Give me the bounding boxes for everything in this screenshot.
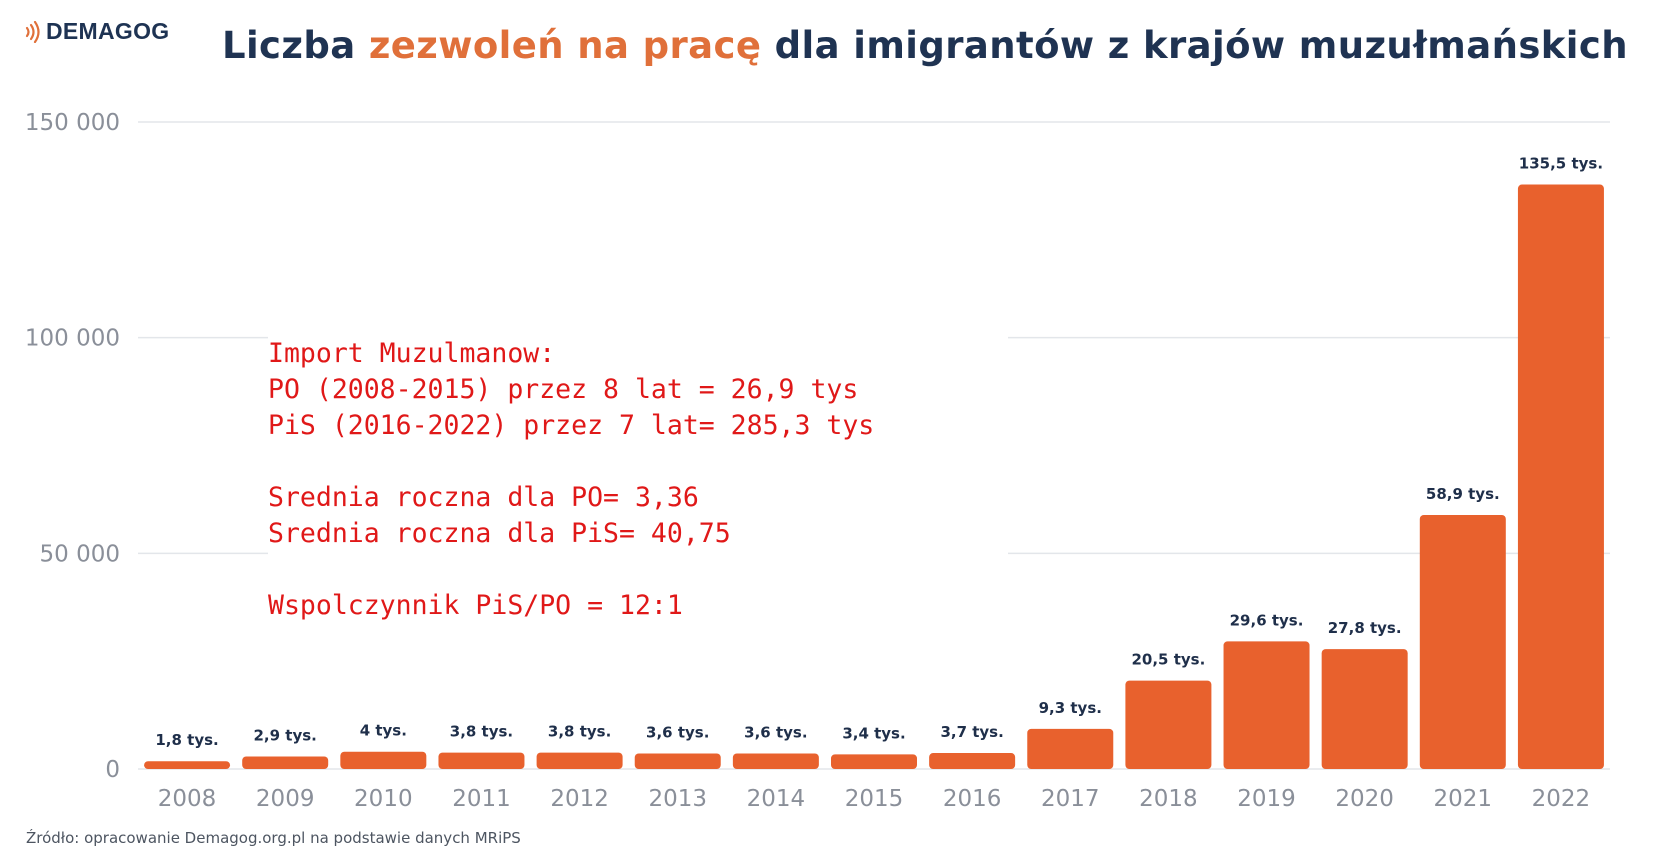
bar-2018 <box>1125 680 1212 769</box>
data-label: 3,8 tys. <box>450 723 513 741</box>
bar-2010 <box>340 751 427 769</box>
x-tick-label: 2012 <box>550 786 609 812</box>
annotation-line: Srednia roczna dla PiS= 40,75 <box>268 518 731 549</box>
annotation-line: Wspolczynnik PiS/PO = 12:1 <box>268 590 683 621</box>
x-tick-label: 2022 <box>1532 786 1591 812</box>
bar-2015 <box>831 754 917 769</box>
label-layer: 0 50 000 100 000 150 000 1,8 tys. 2008 2,9 tys… <box>25 110 1603 812</box>
x-tick-label: 2013 <box>648 786 707 812</box>
bar-2019 <box>1223 641 1310 769</box>
data-label: 29,6 tys. <box>1230 611 1304 629</box>
data-label: 3,7 tys. <box>940 723 1003 741</box>
annotation-box: Import Muzulmanow: PO (2008-2015) przez 8… <box>268 336 1008 621</box>
bar-2008 <box>144 761 231 769</box>
x-tick-label: 2019 <box>1237 786 1296 812</box>
bar-chart: 0 50 000 100 000 150 000 1,8 tys. 2008 2,9 tys… <box>25 110 1610 812</box>
bar-2020 <box>1321 649 1408 769</box>
bar-2013 <box>634 753 721 769</box>
x-tick-label: 2011 <box>452 786 511 812</box>
title-part-3: dla imigrantów z krajów muzułmańskich <box>761 24 1628 67</box>
brand-logo: DEMAGOG <box>24 18 170 45</box>
data-label: 27,8 tys. <box>1328 619 1402 637</box>
x-tick-label: 2010 <box>354 786 413 812</box>
data-label: 3,6 tys. <box>744 723 807 741</box>
y-tick-label: 0 <box>105 757 120 783</box>
source-note: Źródło: opracowanie Demagog.org.pl na po… <box>26 829 521 847</box>
data-label: 3,6 tys. <box>646 723 709 741</box>
y-tick-label: 100 000 <box>25 326 120 352</box>
annotation-line <box>268 552 1008 588</box>
x-tick-label: 2008 <box>158 786 217 812</box>
data-label: 58,9 tys. <box>1426 485 1500 503</box>
annotation-line <box>268 444 1008 480</box>
bar-2022 <box>1517 184 1604 769</box>
x-tick-label: 2016 <box>943 786 1002 812</box>
x-tick-label: 2021 <box>1434 786 1493 812</box>
chart-title: Liczba zezwoleń na pracę dla imigrantów … <box>222 24 1628 67</box>
data-label: 20,5 tys. <box>1131 651 1205 669</box>
x-tick-label: 2020 <box>1335 786 1394 812</box>
y-tick-label: 150 000 <box>25 110 120 136</box>
bar-2014 <box>732 753 819 769</box>
data-label: 9,3 tys. <box>1039 699 1102 717</box>
data-label: 3,8 tys. <box>548 723 611 741</box>
data-label: 4 tys. <box>360 722 407 740</box>
title-accent: zezwoleń na pracę <box>368 24 762 67</box>
annotation-line: Import Muzulmanow: <box>268 338 556 369</box>
bar-2009 <box>242 756 329 769</box>
bar-2012 <box>536 752 623 769</box>
x-tick-label: 2015 <box>845 786 904 812</box>
data-label: 135,5 tys. <box>1519 155 1603 173</box>
title-part-1: Liczba <box>222 24 369 67</box>
bar-2016 <box>929 753 1016 769</box>
annotation-line: PO (2008-2015) przez 8 lat = 26,9 tys <box>268 374 859 405</box>
sound-waves-icon <box>25 20 40 43</box>
x-tick-label: 2017 <box>1041 786 1100 812</box>
bar-2017 <box>1027 728 1114 769</box>
data-label: 2,9 tys. <box>254 726 317 744</box>
data-label: 3,4 tys. <box>842 724 905 742</box>
annotation-line: PiS (2016-2022) przez 7 lat= 285,3 tys <box>268 410 875 441</box>
data-label: 1,8 tys. <box>155 731 218 749</box>
annotation-line: Srednia roczna dla PO= 3,36 <box>268 482 699 513</box>
bar-2021 <box>1419 514 1506 769</box>
bar-layer <box>144 184 1604 769</box>
x-tick-label: 2009 <box>256 786 315 812</box>
y-tick-label: 50 000 <box>40 541 120 567</box>
bar-2011 <box>438 752 525 769</box>
x-tick-label: 2018 <box>1139 786 1198 812</box>
brand-name: DEMAGOG <box>46 18 170 44</box>
x-tick-label: 2014 <box>747 786 806 812</box>
